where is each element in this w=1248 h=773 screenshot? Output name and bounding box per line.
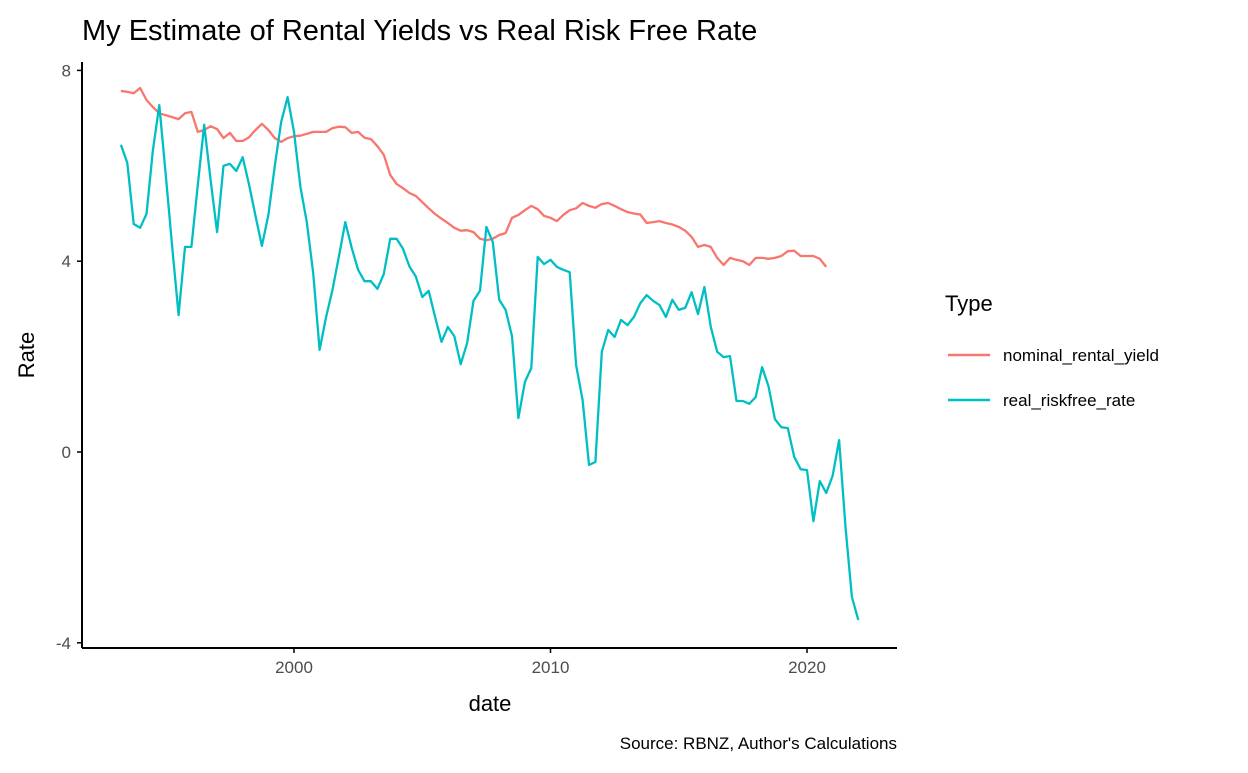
chart-title: My Estimate of Rental Yields vs Real Ris…	[82, 15, 757, 47]
legend-title: Type	[945, 291, 993, 316]
series-line-real-riskfree-rate	[119, 95, 860, 621]
plot-area	[119, 86, 860, 621]
series-line-nominal-rental-yield	[120, 86, 828, 268]
x-axis-label: date	[469, 691, 512, 716]
y-axis-label: Rate	[14, 332, 39, 378]
y-tick-label: 4	[62, 252, 71, 271]
x-tick-label: 2000	[275, 658, 313, 677]
caption: Source: RBNZ, Author's Calculations	[620, 734, 897, 753]
x-tick-label: 2010	[532, 658, 570, 677]
legend-label-nominal-rental-yield: nominal_rental_yield	[1003, 346, 1159, 365]
y-tick-label: -4	[56, 634, 71, 653]
legend: Type nominal_rental_yield real_riskfree_…	[945, 291, 1159, 410]
x-tick-label: 2020	[788, 658, 826, 677]
y-axis-ticks: 8 4 0 -4	[56, 61, 82, 653]
y-tick-label: 8	[62, 61, 71, 80]
x-axis-ticks: 2000 2010 2020	[275, 648, 826, 677]
legend-label-real-riskfree-rate: real_riskfree_rate	[1003, 391, 1135, 410]
y-tick-label: 0	[62, 443, 71, 462]
